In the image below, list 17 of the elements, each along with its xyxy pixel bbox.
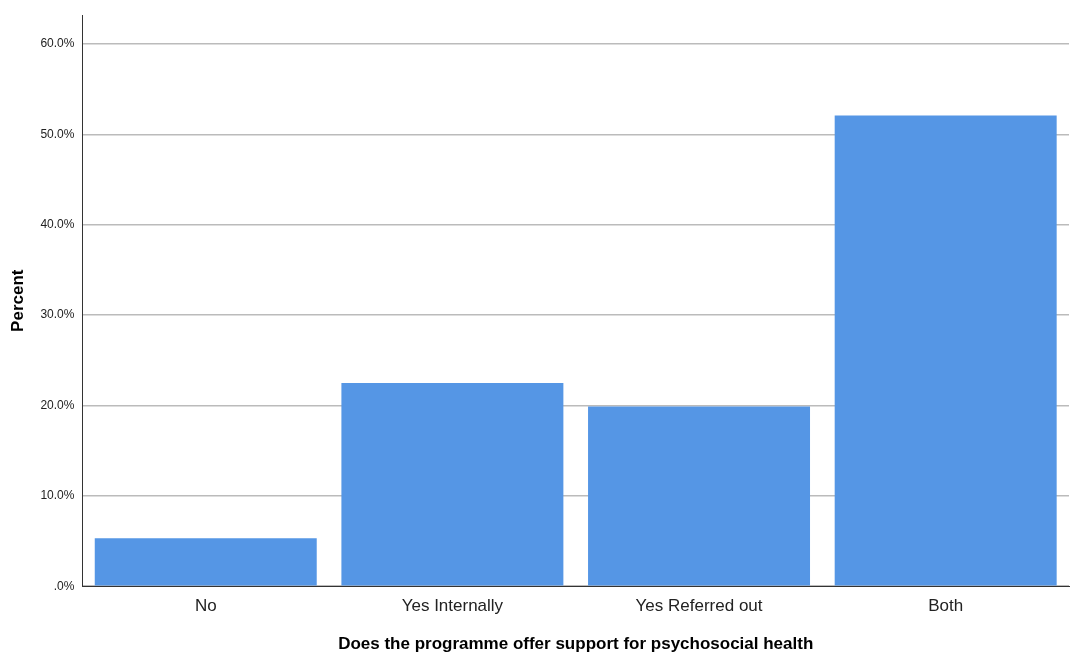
y-tick-label: 10.0% [40, 488, 75, 503]
bar [94, 538, 317, 586]
y-axis-title: Percent [7, 269, 27, 332]
y-tick-label: .0% [53, 578, 75, 593]
y-tick-label: 40.0% [40, 217, 75, 232]
x-tick-label: No [194, 596, 217, 616]
bar [341, 382, 564, 586]
x-tick-label: Both [928, 596, 964, 616]
x-tick-label: Yes Referred out [635, 596, 763, 616]
x-axis-title: Does the programme offer support for psychosocial health [338, 634, 814, 654]
bar [588, 406, 811, 586]
y-tick-label: 20.0% [40, 397, 75, 412]
y-tick-label: 30.0% [40, 307, 75, 322]
y-tick-label: 50.0% [40, 126, 75, 141]
y-tick-label: 60.0% [40, 36, 75, 51]
bar [834, 115, 1057, 586]
x-tick-label: Yes Internally [401, 596, 504, 616]
